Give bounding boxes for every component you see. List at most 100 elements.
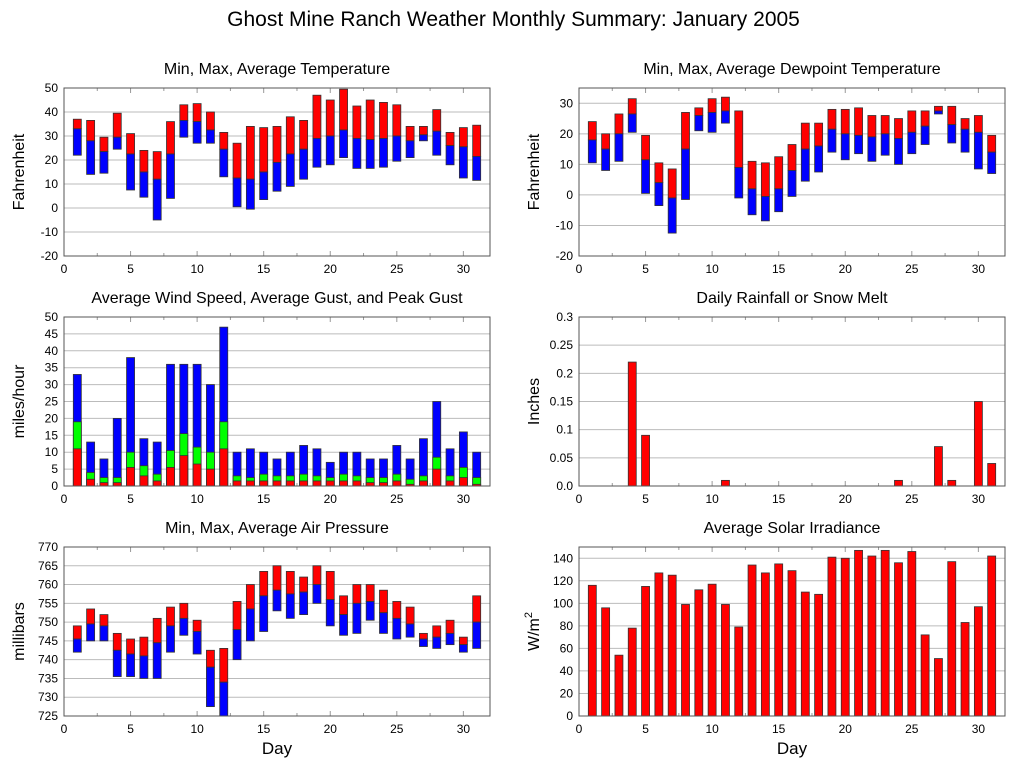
max-bar-segment <box>747 160 757 190</box>
max-bar-segment <box>734 110 744 168</box>
max-bar-segment <box>219 648 229 683</box>
bar <box>747 564 757 717</box>
bar <box>667 574 677 717</box>
min-bar-segment <box>458 146 468 179</box>
max-bar-segment <box>325 571 335 600</box>
max-bar-segment <box>614 113 624 135</box>
max-bar-segment <box>206 649 215 668</box>
max-bar-segment <box>325 99 335 137</box>
x-tick-label: 20 <box>324 492 338 506</box>
x-tick-label: 15 <box>257 262 271 276</box>
y-tick-label: 750 <box>38 615 58 629</box>
min-bar-segment <box>86 140 96 175</box>
wind-bar-red <box>86 478 96 487</box>
bar <box>947 561 957 717</box>
y-tick-label: 120 <box>553 574 573 588</box>
wind-bar-blue <box>112 417 122 487</box>
x-tick-label: 5 <box>127 492 134 506</box>
x-tick-label: 15 <box>772 262 786 276</box>
wind-bar-red <box>166 467 175 487</box>
y-tick-label: 0.0 <box>556 479 573 493</box>
min-bar-segment <box>947 124 957 144</box>
y-axis-label-text: W/m <box>526 618 543 651</box>
min-bar-segment <box>232 177 242 208</box>
x-tick-label: 30 <box>457 492 471 506</box>
max-bar-segment <box>219 131 229 150</box>
plot-frame <box>578 316 1006 487</box>
max-bar-segment <box>272 126 282 163</box>
bar <box>721 479 730 487</box>
min-bar-segment <box>681 148 690 200</box>
min-bar-segment <box>987 151 997 174</box>
chart-solar: Average Solar Irradiance0204060801001201… <box>523 520 1006 758</box>
max-bar-segment <box>627 98 637 115</box>
y-tick-label: 0.3 <box>556 310 573 324</box>
min-bar-segment <box>920 125 930 145</box>
y-tick-label: 20 <box>45 153 59 167</box>
x-tick-label: 10 <box>190 722 204 736</box>
min-bar-segment <box>259 171 269 201</box>
x-tick-label: 0 <box>61 262 68 276</box>
min-bar-segment <box>747 188 757 216</box>
min-bar-segment <box>192 631 202 655</box>
wind-bar-red <box>365 482 375 487</box>
y-tick-label: 15 <box>45 428 59 442</box>
max-bar-segment <box>894 118 903 139</box>
max-bar-segment <box>112 112 122 138</box>
x-tick-label: 15 <box>257 722 271 736</box>
y-axis-label: millibars <box>11 602 28 661</box>
bar <box>894 562 903 717</box>
max-bar-segment <box>392 601 402 619</box>
max-bar-segment <box>458 127 468 148</box>
bar <box>827 556 837 717</box>
y-tick-label: 0 <box>51 201 58 215</box>
x-tick-label: 25 <box>390 492 404 506</box>
min-bar-segment <box>894 137 903 165</box>
max-bar-segment <box>880 115 890 135</box>
wind-bar-red <box>72 448 82 487</box>
max-bar-segment <box>179 104 189 121</box>
max-bar-segment <box>179 602 189 619</box>
min-bar-segment <box>112 649 122 677</box>
min-bar-segment <box>827 128 837 153</box>
min-bar-segment <box>654 182 664 206</box>
wind-bar-red <box>152 480 162 487</box>
wind-bar-red <box>285 480 295 487</box>
max-bar-segment <box>99 614 109 627</box>
wind-bar-red <box>259 480 269 487</box>
y-tick-label: 740 <box>38 653 58 667</box>
max-bar-segment <box>814 122 824 147</box>
chart-rainfall: Daily Rainfall or Snow Melt 0.0 0.05 0.1 0.1… <box>526 290 1006 506</box>
y-tick-label: 755 <box>38 596 58 610</box>
bar <box>681 604 690 717</box>
bar <box>987 463 997 487</box>
wind-bar-red <box>339 480 348 487</box>
max-bar-segment <box>445 619 455 634</box>
page-title: Ghost Mine Ranch Weather Monthly Summary… <box>227 8 800 31</box>
max-bar-segment <box>934 105 943 112</box>
x-tick-label: 5 <box>642 492 649 506</box>
min-bar-segment <box>840 133 850 161</box>
max-bar-segment <box>232 601 242 631</box>
max-bar-segment <box>72 118 82 130</box>
bar <box>627 361 637 487</box>
max-bar-segment <box>152 617 162 644</box>
max-bar-segment <box>245 584 255 610</box>
x-tick-label: 30 <box>972 722 986 736</box>
bar <box>641 434 650 487</box>
max-bar-segment <box>432 625 442 638</box>
y-axis-label-text: Fahrenheit <box>526 133 543 210</box>
min-bar-segment <box>760 196 770 222</box>
max-bar-segment <box>760 162 770 197</box>
y-tick-label: 40 <box>560 664 574 678</box>
wind-bar-red <box>325 480 335 487</box>
max-bar-segment <box>827 108 837 130</box>
min-bar-segment <box>152 178 162 221</box>
min-bar-segment <box>641 159 650 194</box>
x-tick-label: 30 <box>457 262 471 276</box>
chart-pressure: Min, Max, Average Air Pressure 725 730 735 7… <box>11 520 491 758</box>
min-bar-segment <box>419 638 428 647</box>
wind-bar-red <box>352 480 362 487</box>
min-bar-segment <box>99 151 109 174</box>
min-bar-segment <box>365 139 375 169</box>
